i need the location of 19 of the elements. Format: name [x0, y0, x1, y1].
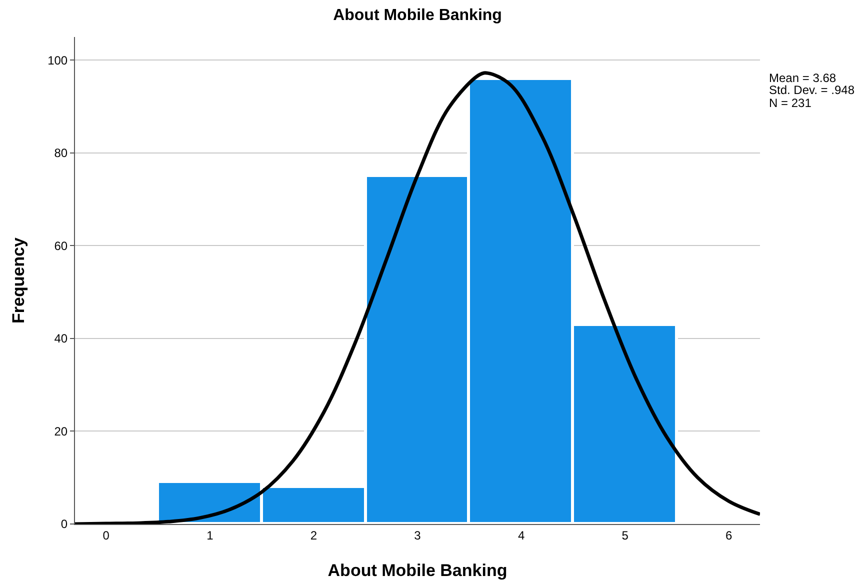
- chart-title: About Mobile Banking: [333, 6, 502, 24]
- y-axis-title: Frequency: [9, 236, 28, 324]
- x-tick-label: 0: [102, 528, 110, 542]
- y-tick-label: 80: [54, 146, 68, 160]
- x-tick-label: 2: [310, 528, 318, 542]
- y-tick-label: 40: [54, 332, 68, 346]
- y-tick-label: 100: [48, 53, 68, 68]
- x-tick-label: 6: [726, 528, 733, 542]
- x-tick-label: 4: [518, 528, 525, 542]
- text: Mean = 3.68: [769, 71, 836, 85]
- x-tick-label: 3: [414, 528, 422, 542]
- x-tick-label: 1: [206, 528, 214, 542]
- x-axis-title: About Mobile Banking: [328, 560, 508, 580]
- y-tick-label: 60: [54, 238, 68, 253]
- text: Std. Dev. = .948: [769, 83, 855, 97]
- y-tick-label: 0: [60, 517, 68, 532]
- text: N = 231: [769, 96, 812, 110]
- x-tick-label: 5: [622, 528, 629, 542]
- y-tick-label: 20: [54, 424, 68, 438]
